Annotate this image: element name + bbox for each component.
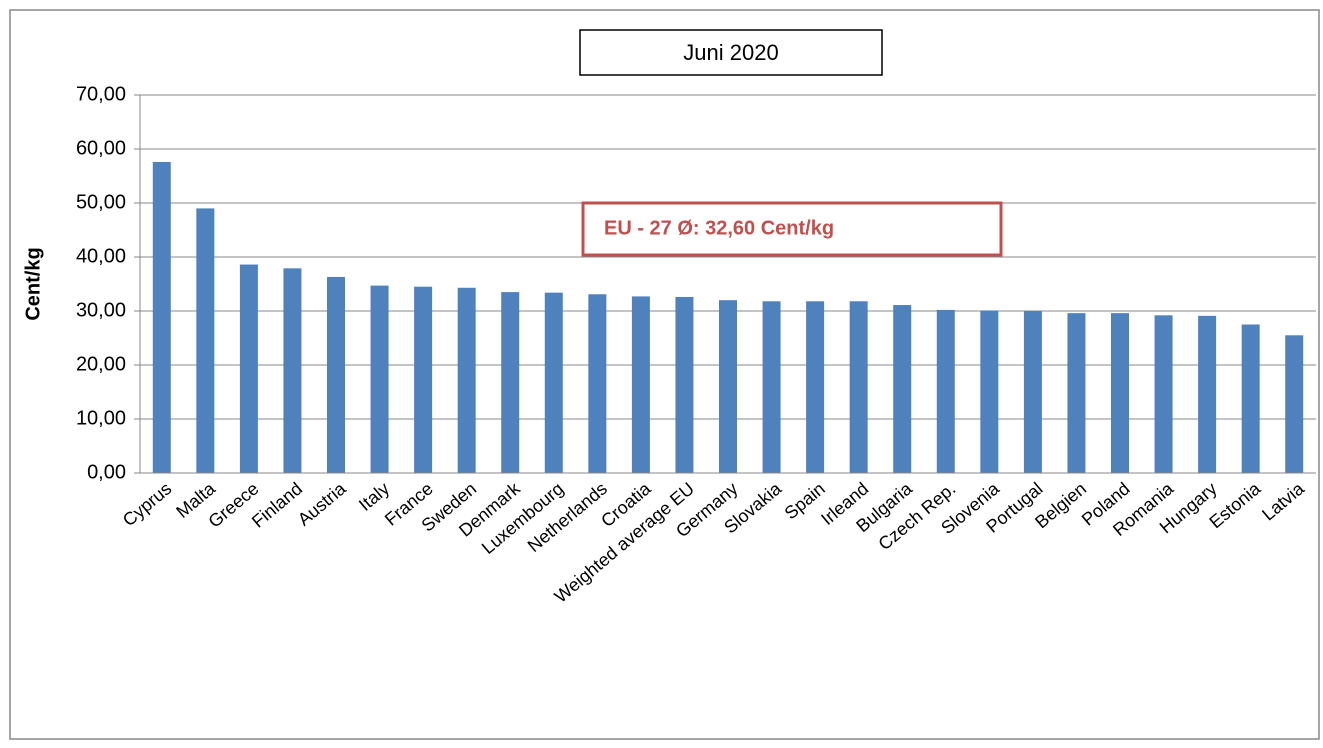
bar	[1023, 311, 1042, 473]
bar	[849, 301, 868, 473]
bar	[544, 292, 563, 473]
bar	[457, 287, 476, 473]
y-axis-label: Cent/kg	[22, 247, 44, 320]
bar	[1285, 335, 1304, 473]
bar	[762, 301, 781, 473]
bar	[370, 285, 389, 473]
annotation-box	[581, 201, 1003, 257]
bar	[501, 292, 520, 473]
y-tick-label: 20,00	[76, 353, 126, 375]
bar	[675, 296, 694, 473]
bar	[1198, 315, 1217, 473]
bar	[414, 286, 433, 473]
bar	[980, 310, 999, 473]
bar	[806, 301, 825, 473]
bar	[327, 276, 345, 473]
bar	[719, 300, 737, 473]
bar	[936, 309, 955, 473]
title-box	[579, 29, 883, 76]
annotation: EU - 27 Ø: 32,60 Cent/kg	[604, 217, 834, 239]
chart-title: Juni 2020	[683, 40, 778, 65]
y-tick-label: 30,00	[76, 299, 126, 321]
y-tick-label: 70,00	[76, 83, 126, 105]
bar	[283, 268, 302, 473]
bar	[588, 294, 607, 473]
bar	[1111, 313, 1129, 473]
y-tick-label: 0,00	[87, 461, 126, 483]
bar	[196, 208, 215, 473]
bar	[1241, 324, 1260, 473]
y-tick-label: 60,00	[76, 137, 126, 159]
bar	[1154, 315, 1173, 473]
bar	[893, 305, 912, 473]
bar	[152, 161, 171, 473]
chart-frame	[9, 9, 1320, 740]
bar	[239, 264, 258, 473]
bar	[1067, 313, 1086, 473]
y-tick-label: 10,00	[76, 407, 126, 429]
bar	[631, 296, 650, 473]
y-tick-label: 40,00	[76, 245, 126, 267]
y-tick-label: 50,00	[76, 191, 126, 213]
